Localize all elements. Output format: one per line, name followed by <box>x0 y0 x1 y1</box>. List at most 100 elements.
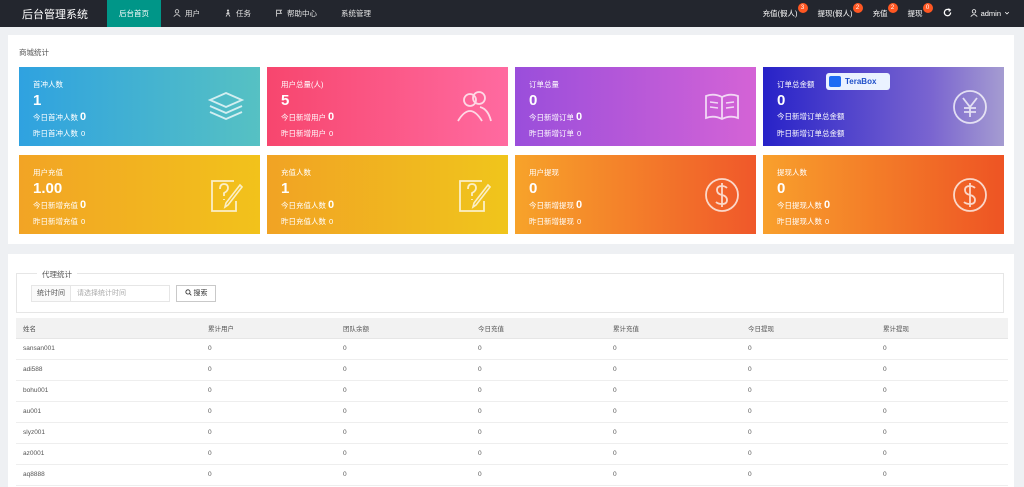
agent-filter-box: 代理统计 统计时间 请选择统计时间 搜索 <box>16 269 1004 313</box>
refresh-icon[interactable] <box>933 7 962 20</box>
terabox-label: TeraBox <box>845 77 877 86</box>
nav-label: 帮助中心 <box>287 9 317 18</box>
card-title: 用户提现 <box>529 168 559 177</box>
table-cell: 0 <box>876 464 1008 486</box>
table-cell: 0 <box>471 422 606 444</box>
table-cell: 0 <box>471 380 606 402</box>
table-cell: 0 <box>741 464 876 486</box>
table-cell: 0 <box>471 443 606 465</box>
nav-item-home[interactable]: 后台首页 <box>107 0 161 27</box>
table-cell: 0 <box>876 380 1008 402</box>
table-cell: 0 <box>336 380 471 402</box>
agent-table: 姓名 累计用户 团队余额 今日充值 累计充值 今日提现 累计提现 sansan001 0 0 0 0… <box>16 318 1008 486</box>
nav-item-system[interactable]: 系统管理 <box>329 0 383 27</box>
fake-withdraw-link[interactable]: 提现(假人) 2 <box>808 0 863 27</box>
column-header: 今日充值 <box>471 318 606 339</box>
link-label: 充值(假人) <box>762 9 798 18</box>
table-row: adi588 0 0 0 0 0 0 <box>16 359 1008 381</box>
stat-card-order-amount: 订单总金额 TeraBox 0 今日新增订单总金额 昨日新增订单总金额 <box>763 67 1004 146</box>
table-cell: 0 <box>471 401 606 423</box>
agent-legend: 代理统计 <box>37 269 77 280</box>
table-cell: 0 <box>606 401 741 423</box>
table-cell: 0 <box>201 443 336 465</box>
table-cell: az0001 <box>16 443 201 465</box>
table-row: az0001 0 0 0 0 0 0 <box>16 443 1008 465</box>
card-today: 今日首冲人数 0 <box>33 111 87 123</box>
nav-item-task[interactable]: 任务 <box>212 0 263 27</box>
book-icon <box>705 93 739 121</box>
stat-card-user-withdraw: 用户提现 0 今日新增提现 0 昨日新增提现 0 <box>515 155 756 234</box>
fake-recharge-link[interactable]: 充值(假人) 3 <box>753 0 808 27</box>
stat-card-order-total: 订单总量 0 今日新增订单 0 昨日新增订单 0 <box>515 67 756 146</box>
card-value: 0 <box>529 92 538 109</box>
table-row: bohu001 0 0 0 0 0 0 <box>16 380 1008 402</box>
table-cell: 0 <box>876 401 1008 423</box>
column-header: 姓名 <box>16 318 201 339</box>
card-today: 今日新增用户 0 <box>281 111 335 123</box>
card-title: 用户总量(人) <box>281 80 324 89</box>
search-label: 搜索 <box>193 290 208 297</box>
table-row: au001 0 0 0 0 0 0 <box>16 401 1008 423</box>
table-cell: 0 <box>336 401 471 423</box>
table-cell: 0 <box>741 359 876 381</box>
main-nav: 后台首页 用户 任务 帮助中心 系统管理 <box>107 0 383 27</box>
terabox-logo-icon <box>829 76 841 87</box>
card-value: 1.00 <box>33 180 63 197</box>
table-cell: 0 <box>876 338 1008 360</box>
table-cell: adi588 <box>16 359 201 381</box>
nav-label: 后台首页 <box>119 9 149 18</box>
yen-icon <box>953 90 987 124</box>
card-today: 今日新增订单 0 <box>529 111 583 123</box>
table-cell: 0 <box>201 401 336 423</box>
table-row: slyz001 0 0 0 0 0 0 <box>16 422 1008 444</box>
stats-panel: 商城统计 首冲人数 1 今日首冲人数 0 昨日首冲人数 0 用户总量(人) 5 今日… <box>8 35 1014 244</box>
notification-badge: 0 <box>922 3 933 13</box>
column-header: 累计充值 <box>606 318 741 339</box>
column-header: 累计用户 <box>201 318 336 339</box>
table-cell: 0 <box>741 422 876 444</box>
table-cell: 0 <box>201 422 336 444</box>
table-cell: 0 <box>336 464 471 486</box>
edit-icon <box>459 180 492 212</box>
card-yesterday: 昨日新增提现 0 <box>529 217 582 226</box>
card-yesterday: 昨日新增订单总金额 <box>777 129 845 138</box>
card-value: 1 <box>33 92 42 109</box>
link-label: 充值 <box>872 9 888 18</box>
card-yesterday: 昨日新增充值 0 <box>33 217 86 226</box>
notification-badge: 2 <box>887 3 898 13</box>
table-cell: slyz001 <box>16 422 201 444</box>
agent-panel: 代理统计 统计时间 请选择统计时间 搜索 姓名 累计用户 团队余额 今日充值 累计充值今… <box>8 254 1014 487</box>
card-yesterday: 昨日首冲人数 0 <box>33 129 86 138</box>
table-cell: aq8888 <box>16 464 201 486</box>
table-cell: 0 <box>336 338 471 360</box>
card-today: 今日新增提现 0 <box>529 199 583 211</box>
nav-item-user[interactable]: 用户 <box>161 0 212 27</box>
table-cell: 0 <box>606 464 741 486</box>
table-cell: 0 <box>606 443 741 465</box>
header-right: 充值(假人) 3 提现(假人) 2 充值 2 提现 0 admin <box>753 0 1024 27</box>
table-cell: 0 <box>201 464 336 486</box>
table-cell: 0 <box>606 338 741 360</box>
table-cell: 0 <box>876 443 1008 465</box>
user-menu[interactable]: admin <box>962 8 1014 19</box>
card-title: 订单总金额 <box>777 80 815 89</box>
column-header: 累计提现 <box>876 318 1008 339</box>
link-label: 提现 <box>907 9 923 18</box>
task-icon <box>224 9 232 19</box>
withdraw-link[interactable]: 提现 0 <box>898 0 933 27</box>
nav-item-help[interactable]: 帮助中心 <box>263 0 329 27</box>
card-yesterday: 昨日新增订单 0 <box>529 129 582 138</box>
date-range-input[interactable]: 请选择统计时间 <box>70 285 170 302</box>
edit-icon <box>211 180 244 212</box>
nav-label: 任务 <box>236 9 251 18</box>
table-cell: 0 <box>606 380 741 402</box>
card-yesterday: 昨日充值人数 0 <box>281 217 334 226</box>
card-title: 提现人数 <box>777 168 807 177</box>
stat-card-recharge-count: 充值人数 1 今日充值人数 0 昨日充值人数 0 <box>267 155 508 234</box>
users-icon <box>457 91 492 122</box>
table-cell: 0 <box>201 380 336 402</box>
table-cell: 0 <box>606 359 741 381</box>
terabox-badge[interactable]: TeraBox <box>826 73 890 90</box>
recharge-link[interactable]: 充值 2 <box>863 0 898 27</box>
search-button[interactable]: 搜索 <box>176 285 216 302</box>
